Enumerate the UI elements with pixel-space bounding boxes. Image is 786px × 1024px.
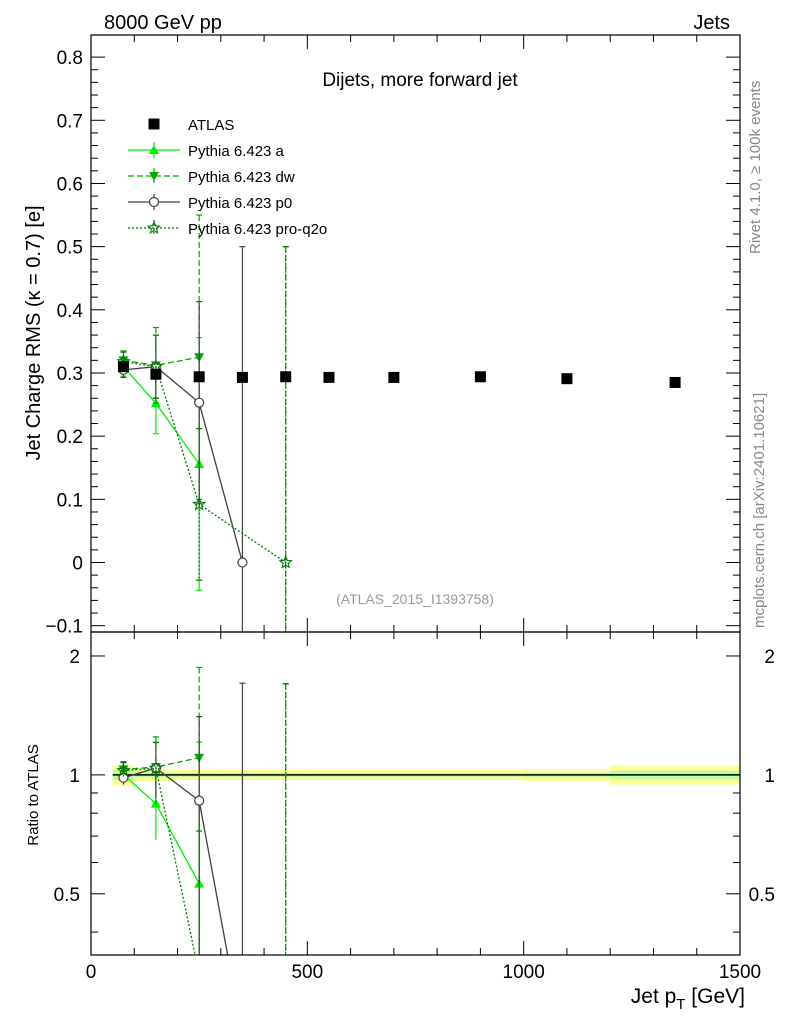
x-tick-label: 500	[291, 962, 323, 983]
data-point-atlas	[561, 373, 573, 385]
y-tick-label: 0.3	[57, 364, 83, 385]
y-tick-label: 0.8	[57, 48, 83, 69]
ratio-point-proq2o	[148, 760, 163, 775]
series-point-proq2o	[278, 555, 293, 569]
y-tick-label: 0	[72, 554, 83, 575]
data-point-atlas	[323, 371, 335, 383]
x-axis-label-sub: T	[676, 996, 685, 1013]
ratio-tick-label-right: 0.5	[749, 885, 775, 906]
x-axis-label-unit: [GeV]	[685, 985, 745, 1008]
data-point-atlas	[669, 376, 681, 388]
legend-label-a: Pythia 6.423 a	[188, 143, 285, 160]
legend-label-dw: Pythia 6.423 dw	[188, 169, 295, 186]
ratio-tick-label: 2	[69, 647, 80, 668]
legend-label-p0: Pythia 6.423 p0	[188, 195, 292, 212]
series-line-dw	[123, 356, 200, 367]
legend-marker-proq2o	[146, 220, 162, 235]
plot-title: Dijets, more forward jet	[322, 70, 518, 91]
ratio-tick-label-right: 2	[764, 647, 775, 668]
rivet-label: Rivet 4.1.0, ≥ 100k events	[747, 81, 764, 254]
legend-marker-dw	[149, 172, 159, 181]
mcplots-label: mcplots.cern.ch [arXiv:2401.10621]	[751, 393, 768, 628]
data-point-atlas	[150, 368, 162, 380]
y-tick-label: 0.7	[57, 111, 83, 132]
data-point-atlas	[236, 371, 248, 383]
x-tick-label: 1500	[719, 962, 761, 983]
legend-label-atlas: ATLAS	[188, 117, 234, 134]
data-point-atlas	[388, 371, 400, 383]
data-point-atlas	[117, 361, 129, 373]
series-point-p0	[194, 397, 205, 408]
ratio-line-proq2o	[123, 767, 196, 955]
series-line-proq2o	[123, 360, 287, 564]
y-tick-label: 0.1	[57, 490, 83, 511]
series-line-p0	[123, 365, 244, 563]
legend-marker-p0	[148, 196, 160, 208]
data-point-atlas	[474, 371, 486, 383]
header-left: 8000 GeV pp	[104, 12, 222, 34]
legend-marker-atlas	[148, 118, 160, 130]
series-line-a	[122, 366, 200, 465]
ratio-line-p0	[123, 767, 229, 955]
legend-label-proq2o: Pythia 6.423 pro-q2o	[188, 221, 327, 238]
y-tick-label: 0.5	[57, 238, 83, 259]
x-axis-label-main: Jet p	[631, 985, 677, 1008]
series-point-proq2o	[192, 496, 207, 511]
ratio-frame	[90, 631, 741, 956]
legend: ATLAS Pythia 6.423 a Pythia 6.423 dw Pyt…	[128, 117, 327, 238]
data-point-atlas	[193, 371, 205, 383]
ratio-axis-label: Ratio to ATLAS	[25, 744, 42, 845]
ratio-tick-label-right: 1	[764, 766, 775, 787]
y-tick-label: 0.6	[57, 174, 83, 195]
legend-marker-a	[149, 145, 159, 154]
ratio-tick-label: 1	[69, 766, 80, 787]
ratio-point-p0	[194, 795, 205, 806]
x-axis-label: Jet pT [GeV]	[631, 985, 745, 1013]
ratio-plot: 0.5 0.5 1 1 2 2	[54, 631, 775, 956]
y-tick-label: 0.2	[57, 427, 83, 448]
x-tick-label: 1000	[503, 962, 545, 983]
y-tick-label: 0.4	[57, 301, 84, 322]
ratio-tick-label: 0.5	[54, 885, 80, 906]
ratio-line-dw	[123, 757, 200, 771]
ratio-point-proq2o	[116, 763, 131, 777]
y-axis-label: Jet Charge RMS (κ = 0.7) [e]	[23, 205, 45, 460]
watermark: (ATLAS_2015_I1393758)	[336, 591, 494, 607]
series-point-p0	[237, 557, 248, 568]
data-point-atlas	[280, 371, 292, 383]
main-plot: −0.1 0 0.1 0.2 0.3 0.4 0.5 0.6 0.7 0.8	[45, 34, 741, 638]
header-right: Jets	[693, 12, 730, 34]
y-tick-label: −0.1	[45, 617, 83, 638]
x-tick-label: 0	[86, 962, 97, 983]
